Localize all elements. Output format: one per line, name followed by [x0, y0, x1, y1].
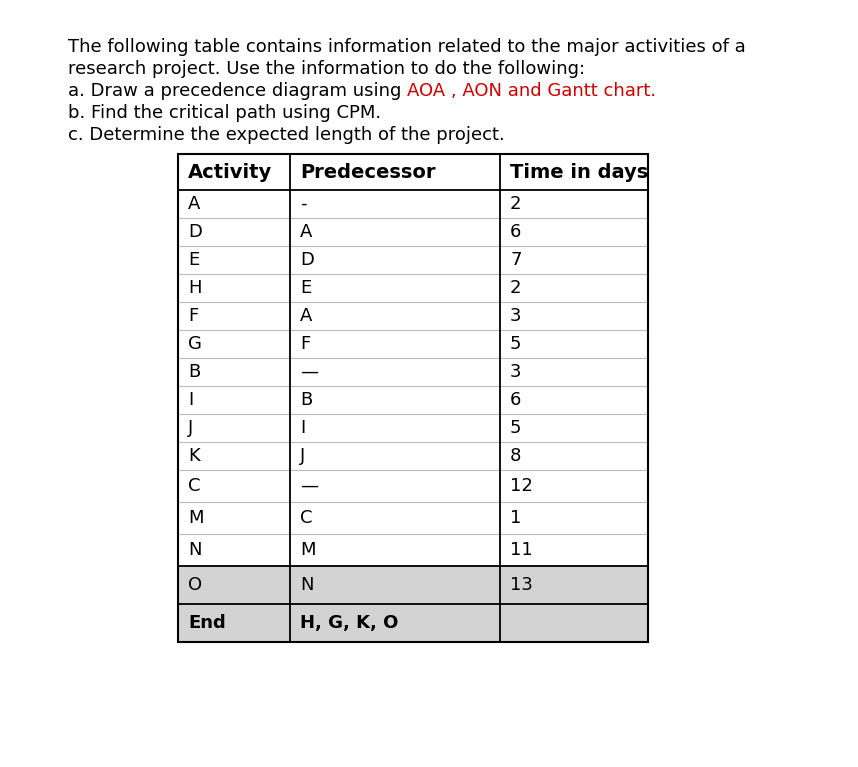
Text: N: N: [188, 541, 202, 559]
Text: J: J: [300, 447, 305, 465]
Text: F: F: [300, 335, 311, 353]
Text: 2: 2: [510, 279, 522, 297]
Text: Time in days: Time in days: [510, 163, 649, 182]
Text: 1: 1: [510, 509, 522, 527]
Text: 5: 5: [510, 335, 522, 353]
Text: K: K: [188, 447, 200, 465]
Text: B: B: [300, 391, 312, 409]
Text: 8: 8: [510, 447, 522, 465]
Text: 12: 12: [510, 477, 533, 495]
Text: H: H: [188, 279, 202, 297]
Bar: [178, 154, 648, 642]
Text: O: O: [188, 576, 202, 594]
Text: H, G, K, O: H, G, K, O: [300, 614, 398, 632]
Text: C: C: [300, 509, 312, 527]
Text: —: —: [300, 477, 318, 495]
Text: 2: 2: [510, 195, 522, 213]
Text: C: C: [188, 477, 201, 495]
Text: D: D: [300, 251, 314, 269]
Text: Activity: Activity: [188, 163, 272, 182]
Text: F: F: [188, 307, 198, 325]
Text: D: D: [188, 223, 202, 241]
Text: 11: 11: [510, 541, 533, 559]
Text: -: -: [300, 195, 306, 213]
Bar: [178, 154, 648, 642]
Text: a. Draw a precedence diagram using: a. Draw a precedence diagram using: [68, 82, 408, 100]
Text: End: End: [188, 614, 226, 632]
Text: AOA , AON and Gantt chart.: AOA , AON and Gantt chart.: [408, 82, 656, 100]
Text: b. Find the critical path using CPM.: b. Find the critical path using CPM.: [68, 104, 381, 122]
Text: A: A: [300, 223, 312, 241]
Text: G: G: [188, 335, 202, 353]
Text: c. Determine the expected length of the project.: c. Determine the expected length of the …: [68, 126, 505, 144]
Text: 3: 3: [510, 307, 522, 325]
Text: J: J: [188, 419, 193, 437]
Text: M: M: [300, 541, 316, 559]
Text: 7: 7: [510, 251, 522, 269]
Text: 5: 5: [510, 419, 522, 437]
Text: research project. Use the information to do the following:: research project. Use the information to…: [68, 60, 585, 78]
Text: 6: 6: [510, 391, 522, 409]
Text: A: A: [188, 195, 201, 213]
Text: I: I: [188, 391, 193, 409]
Text: 3: 3: [510, 363, 522, 381]
Text: B: B: [188, 363, 200, 381]
Text: —: —: [300, 363, 318, 381]
Bar: [178, 566, 648, 604]
Bar: [178, 154, 648, 190]
Bar: [178, 604, 648, 642]
Text: I: I: [300, 419, 305, 437]
Text: E: E: [300, 279, 311, 297]
Text: The following table contains information related to the major activities of a: The following table contains information…: [68, 38, 746, 56]
Text: N: N: [300, 576, 313, 594]
Text: A: A: [300, 307, 312, 325]
Text: E: E: [188, 251, 199, 269]
Text: 13: 13: [510, 576, 533, 594]
Text: Predecessor: Predecessor: [300, 163, 436, 182]
Text: M: M: [188, 509, 203, 527]
Text: 6: 6: [510, 223, 522, 241]
